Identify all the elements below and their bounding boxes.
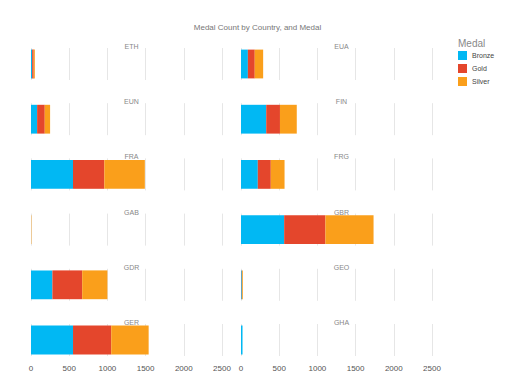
svg-text:0: 0 [239, 364, 244, 373]
svg-text:GEO: GEO [334, 264, 350, 271]
svg-text:FRA: FRA [125, 153, 139, 160]
svg-text:1000: 1000 [309, 364, 327, 373]
svg-text:1500: 1500 [347, 364, 365, 373]
svg-text:EUN: EUN [124, 98, 139, 105]
svg-text:GAB: GAB [124, 209, 139, 216]
svg-text:FIN: FIN [336, 98, 347, 105]
svg-text:Gold: Gold [472, 65, 487, 72]
svg-text:1500: 1500 [137, 364, 155, 373]
svg-text:500: 500 [273, 364, 287, 373]
svg-text:Bronze: Bronze [472, 52, 494, 59]
svg-text:2500: 2500 [213, 364, 231, 373]
svg-text:2500: 2500 [423, 364, 441, 373]
svg-text:FRG: FRG [334, 153, 349, 160]
svg-text:GHA: GHA [334, 319, 350, 326]
svg-text:EUA: EUA [334, 43, 349, 50]
svg-text:500: 500 [63, 364, 77, 373]
svg-text:Medal Count by Country, and Me: Medal Count by Country, and Medal [194, 23, 322, 32]
svg-text:GDR: GDR [124, 264, 140, 271]
svg-text:Silver: Silver [472, 78, 490, 85]
svg-text:ETH: ETH [125, 43, 139, 50]
svg-text:2000: 2000 [175, 364, 193, 373]
svg-text:2000: 2000 [385, 364, 403, 373]
svg-text:GER: GER [124, 319, 139, 326]
svg-text:GBR: GBR [334, 209, 349, 216]
svg-text:Medal: Medal [458, 38, 485, 49]
svg-text:1000: 1000 [99, 364, 117, 373]
svg-text:0: 0 [29, 364, 34, 373]
